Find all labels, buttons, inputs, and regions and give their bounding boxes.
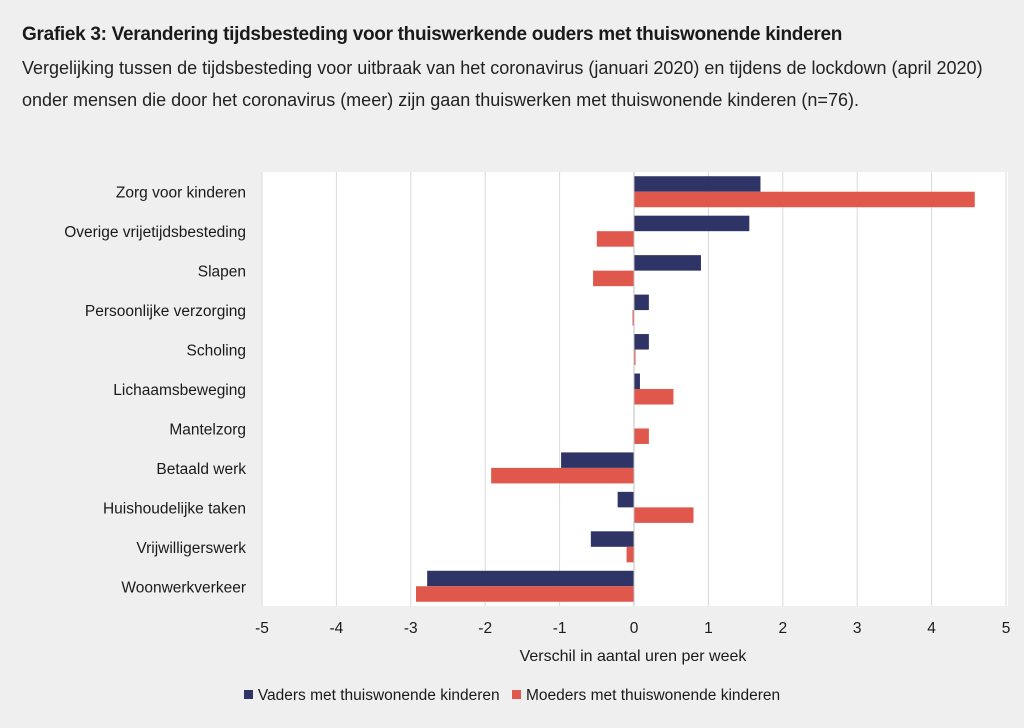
bar-moeders (596, 231, 634, 247)
bar-vaders (590, 531, 634, 547)
bar-moeders (634, 428, 649, 444)
legend-swatch-vaders (243, 690, 253, 699)
bar-vaders (634, 294, 649, 311)
x-tick-label: 2 (778, 620, 787, 637)
bar-vaders (634, 373, 640, 389)
legend-item-moeders: Moeders met thuiswonende kinderen (511, 687, 781, 705)
bar-vaders (634, 334, 649, 350)
legend-label-moeders: Moeders met thuiswonende kinderen (525, 687, 781, 704)
category-label: Lichaamsbeweging (113, 382, 246, 399)
category-label: Huishoudelijke taken (103, 500, 246, 517)
bar-vaders (634, 176, 761, 192)
x-tick-label: -3 (404, 620, 418, 637)
x-tick-label: -2 (478, 620, 492, 637)
category-label: Woonwerkverkeer (121, 579, 246, 596)
category-label: Zorg voor kinderen (116, 185, 246, 202)
bar-vaders (617, 491, 634, 508)
legend-label-vaders: Vaders met thuiswonende kinderen (257, 687, 500, 704)
category-label: Betaald werk (156, 461, 246, 478)
category-label: Persoonlijke verzorging (85, 303, 246, 320)
bar-moeders (634, 389, 674, 405)
chart-title: Grafiek 3: Verandering tijdsbesteding vo… (22, 24, 843, 45)
bar-moeders (491, 467, 634, 484)
bar-moeders (626, 546, 634, 563)
bar-vaders (427, 570, 634, 587)
bar-moeders (416, 586, 634, 602)
bar-vaders (634, 215, 750, 232)
x-tick-label: -4 (330, 620, 344, 637)
category-label: Vrijwilligerswerk (136, 540, 246, 557)
x-tick-label: 5 (1002, 620, 1011, 637)
bar-moeders (634, 349, 636, 366)
x-tick-label: 3 (853, 620, 862, 637)
category-label: Overige vrijetijdsbesteding (64, 224, 246, 241)
bar-moeders (593, 270, 634, 287)
category-label: Scholing (187, 343, 246, 360)
x-tick-label: 4 (927, 620, 936, 637)
legend: Vaders met thuiswonende kinderen Moeders… (0, 687, 1024, 705)
bar-vaders (634, 255, 701, 271)
bar-moeders (634, 191, 975, 208)
x-tick-label: -1 (553, 620, 567, 637)
legend-swatch-moeders (511, 690, 521, 699)
legend-item-vaders: Vaders met thuiswonende kinderen (243, 687, 500, 705)
bar-vaders (561, 452, 634, 468)
chart-subtitle: Vergelijking tussen de tijdsbesteding vo… (22, 58, 983, 110)
bar-moeders (632, 310, 634, 326)
chart-header: Grafiek 3: Verandering tijdsbesteding vo… (22, 24, 1002, 116)
x-tick-label: 0 (630, 620, 639, 637)
category-label: Slapen (198, 264, 246, 281)
x-axis-title: Verschil in aantal uren per week (519, 648, 747, 665)
x-tick-label: 1 (704, 620, 713, 637)
x-tick-label: -5 (255, 620, 269, 637)
category-label: Mantelzorg (169, 421, 246, 438)
bar-moeders (634, 507, 694, 523)
